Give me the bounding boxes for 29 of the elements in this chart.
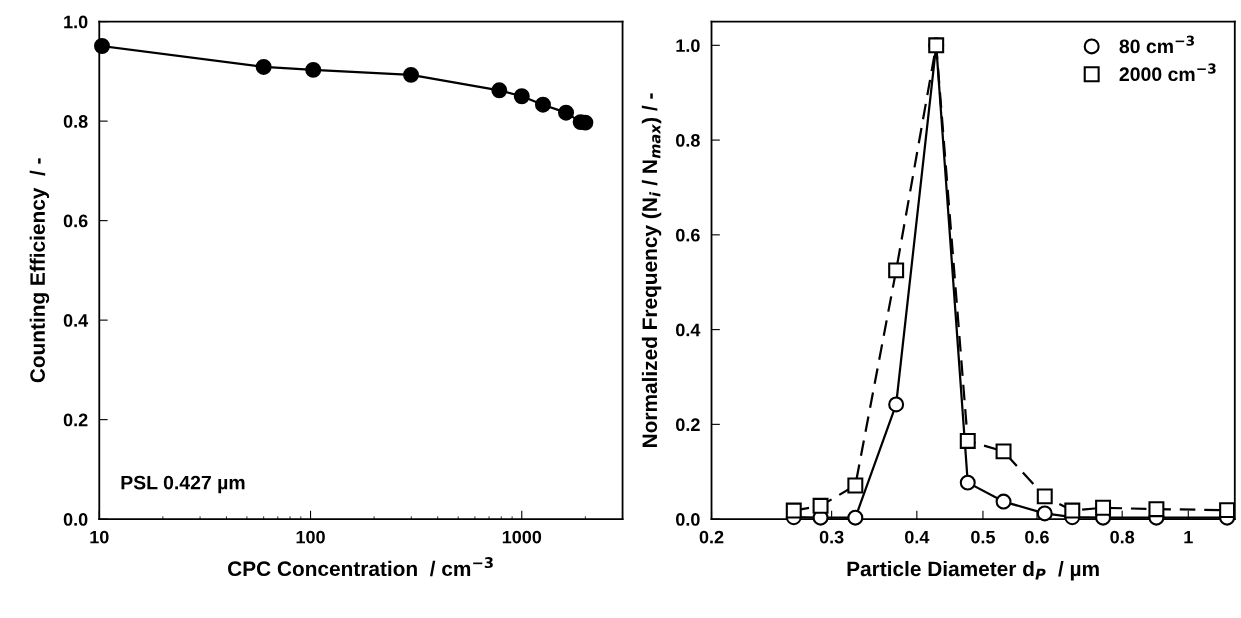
x-tick-label: 0.5 — [971, 530, 995, 544]
legend-label: 2000 cm$^{−3}$ — [1119, 63, 1216, 82]
y-tick-label: 0.4 — [676, 323, 701, 337]
y-tick-label: 0.2 — [676, 418, 700, 432]
legend-label: 80 cm$^{−3}$ — [1119, 35, 1195, 54]
y-tick-label: 0.8 — [676, 134, 700, 147]
y-tick-label: 0.8 — [63, 115, 88, 128]
x-tick-label: 0.4 — [905, 530, 930, 544]
y-tick-label: 0.2 — [63, 413, 88, 427]
y-tick-label: 0.4 — [63, 314, 89, 327]
y-tick-label: 0.0 — [63, 513, 88, 526]
x-tick-label: 0.6 — [1025, 530, 1049, 544]
x-tick-label: 0.2 — [699, 530, 724, 544]
x-tick-label: 1 — [1184, 530, 1193, 544]
x-tick-label: 1000 — [502, 530, 542, 544]
x-tick-label: 10 — [90, 530, 109, 544]
y-tick-label: 1.0 — [676, 39, 700, 53]
annotation: PSL 0.427 µm — [121, 475, 245, 494]
x-axis-title: Particle Diameter d$_{P}$ / µm — [847, 560, 1099, 581]
y-axis-title: Counting Efficiency / - — [29, 158, 50, 383]
x-tick-label: 100 — [296, 530, 325, 544]
y-tick-label: 1.0 — [64, 15, 88, 29]
x-axis-title: CPC Concentration / cm$^{−3}$ — [228, 557, 493, 577]
x-tick-label: 0.3 — [819, 530, 844, 544]
x-tick-label: 0.8 — [1110, 530, 1135, 544]
y-tick-label: 0.6 — [63, 214, 88, 228]
y-tick-label: 0.6 — [676, 228, 700, 242]
y-axis-title: Normalized Frequency (N$_{i}$ / N$_{max}$) / - — [641, 93, 662, 447]
y-tick-label: 0.0 — [676, 513, 700, 526]
